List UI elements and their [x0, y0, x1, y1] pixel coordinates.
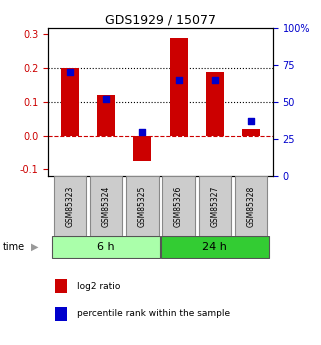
Bar [242, 129, 260, 136]
Bar [54, 176, 86, 236]
Bar [161, 236, 268, 258]
Bar [169, 38, 188, 136]
Text: ▶: ▶ [30, 242, 38, 252]
Bar [206, 71, 224, 136]
Text: GSM85328: GSM85328 [247, 185, 256, 227]
Title: GDS1929 / 15077: GDS1929 / 15077 [105, 13, 216, 27]
Text: GSM85327: GSM85327 [210, 185, 219, 227]
Text: time: time [3, 242, 25, 252]
Bar [126, 176, 159, 236]
Point [212, 77, 217, 82]
Text: GSM85324: GSM85324 [102, 185, 111, 227]
Bar [90, 176, 122, 236]
Text: 6 h: 6 h [97, 242, 115, 252]
Text: GSM85325: GSM85325 [138, 185, 147, 227]
Text: log2 ratio: log2 ratio [77, 282, 120, 291]
Point [67, 69, 73, 75]
Bar [53, 236, 160, 258]
Point [176, 77, 181, 82]
Bar [133, 136, 152, 161]
Text: percentile rank within the sample: percentile rank within the sample [77, 309, 230, 318]
Bar [97, 95, 115, 136]
Bar [61, 68, 79, 136]
Text: GSM85323: GSM85323 [65, 185, 74, 227]
Bar [162, 176, 195, 236]
Text: 24 h: 24 h [203, 242, 227, 252]
Point [248, 118, 254, 124]
Bar [235, 176, 267, 236]
Text: GSM85326: GSM85326 [174, 185, 183, 227]
Bar [199, 176, 231, 236]
Point [104, 96, 109, 102]
Point [140, 129, 145, 135]
